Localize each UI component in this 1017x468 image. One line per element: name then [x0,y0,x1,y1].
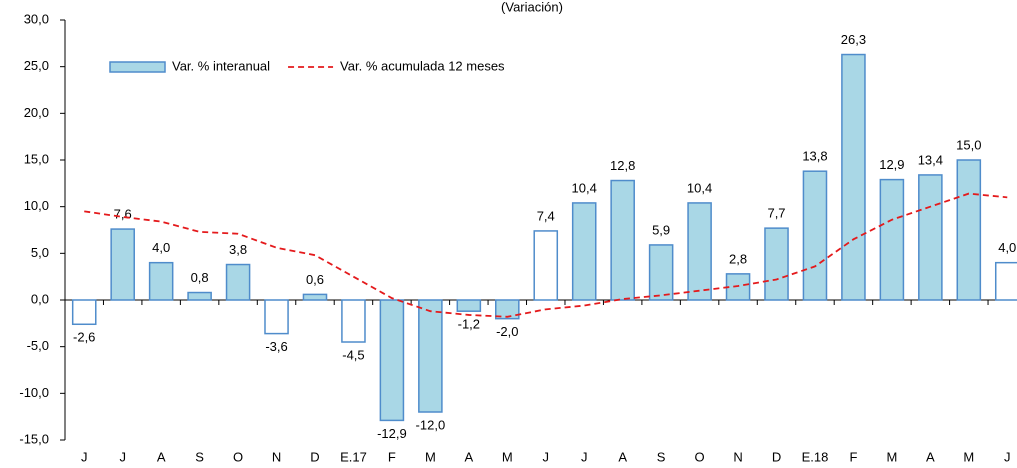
value-label: 10,4 [687,180,712,195]
bar [956,159,982,301]
bar [302,293,328,301]
x-tick-label: J [581,449,588,464]
bar [841,53,866,301]
bar [418,299,443,413]
x-tick-label: F [388,449,396,464]
value-label: -2,0 [496,324,518,339]
legend-swatch [109,61,166,73]
x-tick-label: E.18 [802,449,829,464]
chart-title: (Variación) [501,0,563,14]
x-tick-label: M [502,449,513,464]
bar [379,299,405,422]
value-label: 13,8 [802,149,827,164]
value-label: -12,0 [416,417,446,432]
y-tick-label: -10,0 [19,385,49,400]
value-label: 3,8 [229,242,247,257]
bar [148,261,174,301]
y-tick-label: -5,0 [27,338,49,353]
x-tick-label: E.17 [340,449,367,464]
bar [571,202,597,301]
bar [994,261,1017,301]
x-tick-label: J [543,449,550,464]
value-label: 10,4 [572,180,597,195]
x-tick-label: J [81,449,88,464]
value-label: 2,8 [729,251,747,266]
x-tick-label: M [963,449,974,464]
value-label: -4,5 [342,347,364,362]
value-label: 7,4 [537,208,555,223]
x-tick-label: N [272,449,281,464]
x-tick-label: M [886,449,897,464]
line [84,192,1008,318]
value-label: 5,9 [652,222,670,237]
bar [225,263,251,301]
y-tick-label: 0,0 [31,291,49,306]
x-tick-label: J [119,449,126,464]
value-label: 0,6 [306,272,324,287]
x-tick-label: D [310,449,319,464]
y-tick-label: 5,0 [31,245,49,260]
x-tick-label: A [464,449,473,464]
bar [879,178,905,301]
x-tick-label: S [657,449,666,464]
x-tick-label: J [1004,449,1011,464]
bar [341,299,366,343]
bar [110,228,135,301]
value-label: 13,4 [918,152,943,167]
value-label: -3,6 [265,339,287,354]
x-tick-label: F [849,449,857,464]
legend-label: Var. % acumulada 12 meses [340,58,505,73]
bar [264,299,289,335]
x-tick-label: A [157,449,166,464]
bar [533,230,559,301]
x-tick-label: N [733,449,742,464]
bar [687,202,712,301]
x-tick-label: O [233,449,243,464]
x-tick-label: A [618,449,627,464]
bar [71,299,97,326]
value-label: 12,8 [610,158,635,173]
value-label: 7,7 [767,206,785,221]
y-tick-label: 30,0 [24,11,49,26]
x-tick-label: S [195,449,204,464]
value-label: 12,9 [879,157,904,172]
value-label: 15,0 [956,137,981,152]
bar [802,170,828,301]
bar [648,244,674,301]
x-tick-label: D [772,449,781,464]
bar [918,174,943,301]
value-label: -2,6 [73,330,95,345]
y-tick-label: 20,0 [24,105,49,120]
bar [456,299,482,312]
y-tick-label: 10,0 [24,198,49,213]
bar [187,291,212,301]
bar [495,299,520,320]
x-tick-label: M [425,449,436,464]
bar [610,179,635,301]
value-label: 4,0 [152,240,170,255]
value-label: -12,9 [377,426,407,441]
bar [725,273,751,301]
y-tick-label: 25,0 [24,58,49,73]
value-label: -1,2 [458,317,480,332]
y-tick-label: 15,0 [24,151,49,166]
value-label: 0,8 [191,270,209,285]
value-label: 26,3 [841,32,866,47]
y-tick-label: -15,0 [19,431,49,446]
legend-label: Var. % interanual [172,58,270,73]
value-label: 4,0 [998,240,1016,255]
x-tick-label: A [926,449,935,464]
x-tick-label: O [695,449,705,464]
value-label: 7,6 [114,207,132,222]
bar [764,227,789,301]
